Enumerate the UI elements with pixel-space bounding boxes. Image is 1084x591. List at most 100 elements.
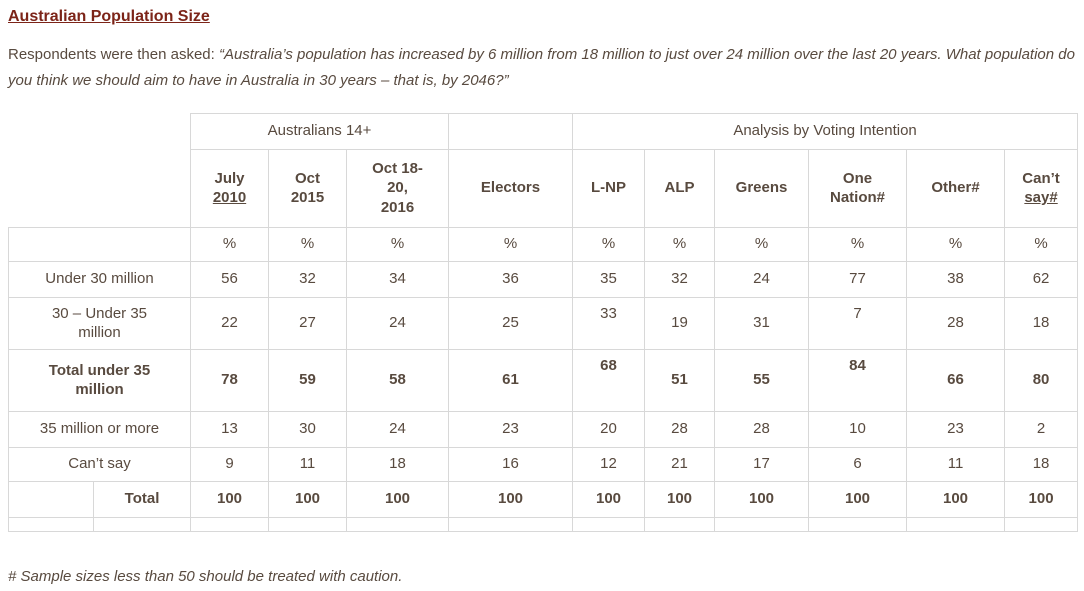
col-header-l-np: L-NP [572,148,646,228]
row-label: Total [93,480,191,518]
percent-cell: % [572,226,646,262]
value-cell: 18 [345,446,450,482]
value-cell: 19 [644,296,716,350]
percent-cell: % [808,226,908,262]
row-label: Total under 35 million [8,348,191,412]
value-cell: 51 [644,348,716,412]
percent-cell: % [268,226,347,262]
col-header-text: Greens [735,179,788,197]
col-header-july-2010: July 2010 [190,148,269,228]
value-cell: 23 [448,410,574,448]
col-header-text: L-NP [591,179,627,197]
col-header-cant-say: Can’t say# [1004,148,1079,228]
col-header-text: One Nation# [830,169,886,207]
table-row-30-under-35-million: 30 – Under 35 million 22 27 24 25 33 19 … [8,296,1079,350]
col-header-other: Other# [906,148,1006,228]
value-cell: 27 [268,296,347,350]
group-header-australians: Australians 14+ [189,112,450,150]
value-cell: 36 [448,260,574,298]
intro-quote: “Australia’s population has increased by… [8,46,1075,90]
value-cell: 16 [448,446,574,482]
percent-row-spacer [8,226,191,262]
percent-cell: % [448,226,574,262]
value-cell: 28 [644,410,716,448]
value-cell: 100 [268,480,347,518]
value-cell: 32 [644,260,716,298]
value-cell: 11 [906,446,1006,482]
col-header-text: July [214,169,245,187]
value-cell: 66 [906,348,1006,412]
empty-cell [93,516,191,532]
empty-cell [190,516,269,532]
value-cell: 2 [1004,410,1079,448]
col-header-text: ALP [664,179,695,197]
empty-cell [572,516,646,532]
value-cell: 20 [572,410,646,448]
percent-cell: % [1004,226,1079,262]
group-header-row: Australians 14+ Analysis by Voting Inten… [9,112,1079,150]
value-cell: 23 [906,410,1006,448]
total-row-spacer [8,480,94,518]
column-header-spacer [9,149,191,227]
value-cell: 30 [268,410,347,448]
value-cell: 7 [808,296,908,350]
col-header-oct-18-20-2016: Oct 18- 20, 2016 [345,148,450,228]
value-cell: 21 [644,446,716,482]
empty-cell [714,516,810,532]
empty-cell [448,516,574,532]
group-header-voting: Analysis by Voting Intention [572,112,1079,150]
group-header-spacer-electors [448,112,574,150]
col-header-one-nation: One Nation# [808,148,908,228]
table-row-total: Total 100 100 100 100 100 100 100 100 10… [8,480,1079,518]
percent-cell: % [906,226,1006,262]
value-cell: 38 [906,260,1006,298]
col-header-text: Oct 2015 [290,169,325,207]
col-header-text: Can’t [1022,169,1060,187]
value-cell: 62 [1004,260,1079,298]
value-cell: 22 [190,296,269,350]
col-header-greens: Greens [714,148,810,228]
value-cell: 10 [808,410,908,448]
value-cell: 77 [808,260,908,298]
percent-cell: % [190,226,269,262]
intro-paragraph: Respondents were then asked: “Australia’… [8,42,1076,95]
value-cell: 61 [448,348,574,412]
value-cell: 31 [714,296,810,350]
value-cell: 32 [268,260,347,298]
value-cell: 13 [190,410,269,448]
value-cell: 100 [644,480,716,518]
value-cell: 24 [345,410,450,448]
col-header-alp: ALP [644,148,716,228]
value-cell: 100 [714,480,810,518]
col-header-electors: Electors [448,148,574,228]
percent-cell: % [714,226,810,262]
col-header-text: Other# [931,179,980,197]
table-row-cant-say: Can’t say 9 11 18 16 12 21 17 6 11 18 [8,446,1079,482]
value-cell: 100 [906,480,1006,518]
col-header-text: Electors [480,179,541,197]
table-row-total-under-35-million: Total under 35 million 78 59 58 61 68 51… [8,348,1079,412]
value-cell: 58 [345,348,450,412]
value-cell: 68 [572,348,646,412]
col-header-oct-2015: Oct 2015 [268,148,347,228]
value-cell: 24 [714,260,810,298]
value-cell: 35 [572,260,646,298]
empty-cell [808,516,908,532]
table-row-under-30-million: Under 30 million 56 32 34 36 35 32 24 77… [8,260,1079,298]
value-cell: 100 [345,480,450,518]
group-header-spacer-left [9,113,191,149]
value-cell: 84 [808,348,908,412]
value-cell: 59 [268,348,347,412]
value-cell: 100 [572,480,646,518]
value-cell: 55 [714,348,810,412]
percent-row: % % % % % % % % % % [8,226,1079,262]
value-cell: 78 [190,348,269,412]
footnote: # Sample sizes less than 50 should be tr… [8,567,403,585]
row-label: Under 30 million [8,260,191,298]
table-row-empty [8,516,1079,532]
col-header-underlined-text: say# [1024,189,1058,206]
value-cell: 100 [448,480,574,518]
value-cell: 100 [808,480,908,518]
value-cell: 100 [1004,480,1079,518]
value-cell: 28 [906,296,1006,350]
